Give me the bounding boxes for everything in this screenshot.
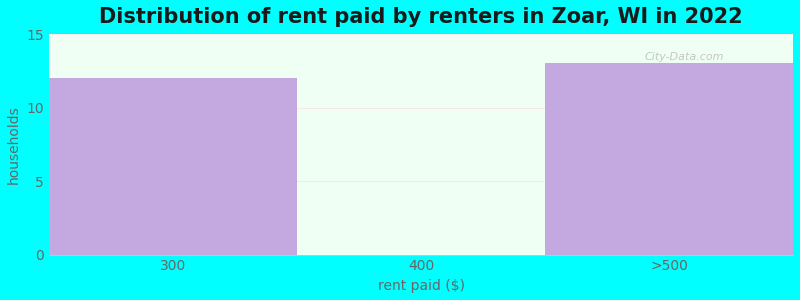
X-axis label: rent paid ($): rent paid ($) bbox=[378, 279, 465, 293]
Y-axis label: households: households bbox=[7, 105, 21, 184]
Text: City-Data.com: City-Data.com bbox=[644, 52, 724, 62]
Title: Distribution of rent paid by renters in Zoar, WI in 2022: Distribution of rent paid by renters in … bbox=[99, 7, 743, 27]
